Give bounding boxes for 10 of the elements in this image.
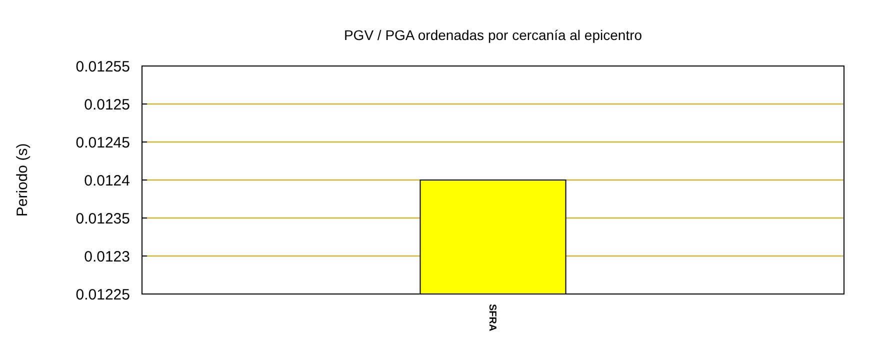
x-tick-label: SFRA bbox=[486, 304, 498, 332]
y-axis-title: Periodo (s) bbox=[14, 143, 31, 217]
chart-title: PGV / PGA ordenadas por cercanía al epicentro bbox=[344, 27, 642, 43]
y-tick-label: 0.0123 bbox=[84, 248, 130, 266]
y-tick-label: 0.01225 bbox=[76, 286, 130, 304]
y-tick-label: 0.0124 bbox=[84, 172, 130, 190]
y-tick-label: 0.01235 bbox=[76, 210, 130, 228]
y-tick-label: 0.01255 bbox=[76, 58, 130, 76]
y-tick-label: 0.01245 bbox=[76, 134, 130, 152]
y-tick-label: 0.0125 bbox=[84, 96, 130, 114]
